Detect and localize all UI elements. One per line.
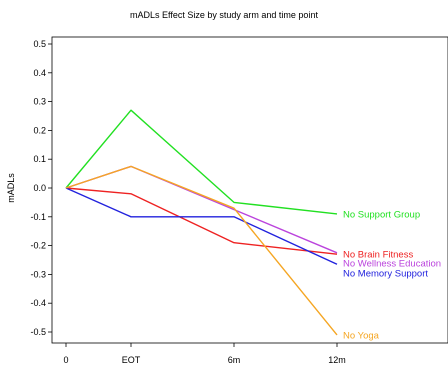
series-label: No Support Group — [343, 209, 420, 220]
series-label: No Memory Support — [343, 268, 428, 279]
series-line — [65, 165, 338, 336]
series-line — [65, 109, 338, 215]
y-tick-label: -0.3 — [30, 269, 46, 279]
y-tick-label: 0.1 — [33, 154, 46, 164]
y-tick-label: 0.0 — [33, 183, 46, 193]
series-line — [65, 187, 338, 255]
x-tick-label: 0 — [63, 355, 68, 365]
y-tick-label: 0.3 — [33, 97, 46, 107]
y-tick-label: -0.1 — [30, 212, 46, 222]
y-tick-label: 0.4 — [33, 68, 46, 78]
x-tick-label: 12m — [328, 355, 346, 365]
y-axis: -0.5 -0.4 -0.3 -0.2 -0.1 0.0 0.1 0.2 0.3 0.4 0.5 — [30, 39, 52, 337]
y-tick-label: -0.5 — [30, 327, 46, 337]
y-tick-label: -0.4 — [30, 298, 46, 308]
y-tick-label: -0.2 — [30, 241, 46, 251]
chart-title: mADLs Effect Size by study arm and time … — [130, 10, 318, 20]
y-tick-label: 0.5 — [33, 39, 46, 49]
series-lines — [65, 109, 338, 336]
y-tick-label: 0.2 — [33, 125, 46, 135]
series-label: No Wellness Education — [343, 258, 441, 269]
series-label: No Brain Fitness — [343, 250, 413, 261]
x-axis: 0 EOT 6m 12m — [63, 343, 346, 365]
x-tick-label: 6m — [228, 355, 241, 365]
x-tick-label: EOT — [122, 355, 141, 365]
plot-frame — [51, 36, 448, 344]
series-line — [65, 187, 338, 265]
y-axis-title: mADLs — [6, 173, 16, 203]
series-label: No Yoga — [343, 330, 380, 341]
